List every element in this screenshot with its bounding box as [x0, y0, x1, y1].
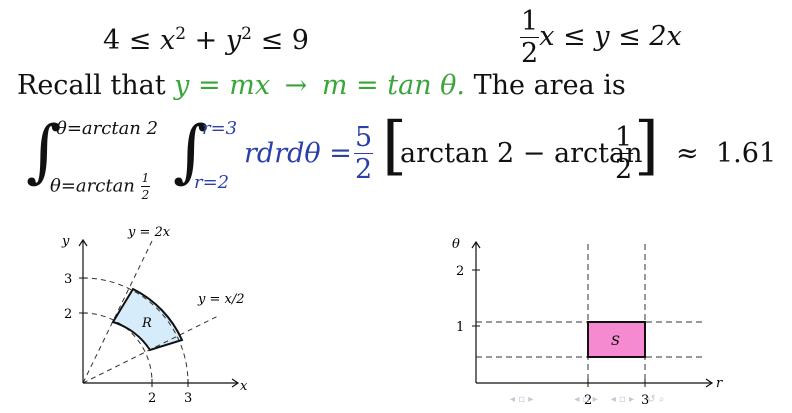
outer-integral-sign: ∫	[26, 112, 62, 191]
arrow-icon: →	[284, 70, 308, 101]
nav-search-icon[interactable]: ⌕	[658, 394, 665, 405]
xy-region-figure: y x 2 3 2 3 y = 2x y = x/2 R	[61, 225, 248, 403]
le-symbol: ≤	[260, 25, 284, 56]
r-theta-region-figure: S θ r 1 2 2 3	[452, 237, 723, 408]
r-axis-arrow-icon	[705, 378, 714, 388]
outer-upper-limit: θ=arctan 2	[56, 118, 159, 139]
right-bracket: ]	[634, 109, 659, 183]
y-tick-label-3: 3	[64, 272, 72, 287]
x-axis-label: x	[240, 379, 248, 394]
region-s-label: S	[611, 334, 620, 349]
nav-frame-icon[interactable]: ▫	[518, 394, 525, 405]
var-y: y	[594, 21, 610, 52]
angle-constraint: 1 2 x ≤ y ≤ 2x	[520, 8, 682, 67]
recall-prefix: Recall that	[17, 70, 166, 101]
nav-next-icon[interactable]: ▸	[528, 394, 534, 405]
var-x: x	[539, 21, 555, 52]
integrand: rdrdθ =	[244, 138, 352, 169]
le-symbol: ≤	[563, 21, 586, 52]
r-tick-label-2: 2	[584, 393, 592, 408]
slide-navigation[interactable]: ◂ ▫ ▸ ◂ ▫ ▸ ◂ ▫ ▸ ↺ ⌕	[510, 394, 664, 405]
inner-upper-limit: r=3	[202, 118, 238, 139]
inner-integral-sign: ∫	[173, 112, 209, 191]
circle-r3-arc	[82, 277, 189, 384]
nav-subsection-prev-icon[interactable]: ◂	[610, 394, 616, 405]
region-r-fill	[113, 289, 182, 350]
lower-bound: 4	[103, 25, 121, 56]
region-s	[587, 321, 646, 358]
inner-lower-limit: r=2	[194, 172, 230, 193]
coefficient-fraction: 5 2	[354, 122, 374, 185]
theta-tick-label-2: 2	[456, 264, 464, 279]
approx-symbol: ≈	[676, 138, 699, 169]
bracket-expression: arctan 2 − arctan	[400, 138, 643, 169]
nav-section-next-icon[interactable]: ▸	[592, 394, 598, 405]
outer-lower-limit: θ=arctan 1 2	[50, 171, 151, 202]
region-r-boundary	[111, 287, 184, 352]
area-integral: ∫ θ=arctan 2 θ=arctan 1 2 ∫ r=3 r=2 rdrd…	[26, 112, 786, 202]
recall-sentence: Recall that y = mx → m = tan θ. The area…	[17, 70, 626, 101]
half-fraction: 1 2	[614, 122, 634, 185]
le-symbol: ≤	[128, 25, 152, 56]
theta-axis-label: θ	[452, 237, 460, 252]
le-symbol: ≤	[618, 21, 641, 52]
line-shallow-label: y = x/2	[197, 292, 244, 307]
x-tick-label-2: 2	[148, 391, 156, 403]
theta-axis-arrow-icon	[471, 240, 481, 249]
nav-back-icon[interactable]: ↺	[647, 394, 656, 405]
region-r-label: R	[141, 316, 152, 331]
nav-subsection-next-icon[interactable]: ▸	[629, 394, 635, 405]
y-axis-label: y	[61, 234, 70, 249]
exponent: 2	[175, 24, 187, 44]
recall-suffix: The area is	[473, 70, 626, 101]
nav-prev-icon[interactable]: ◂	[510, 394, 516, 405]
slope-equation: m = tan θ.	[321, 70, 466, 101]
x-tick-label-3: 3	[184, 391, 192, 403]
r-tick-label-3: 3	[641, 393, 649, 408]
plus-symbol: +	[194, 25, 218, 56]
var-x: x	[160, 25, 176, 56]
line-steep-label: y = 2x	[127, 225, 171, 240]
nav-section-prev-icon[interactable]: ◂	[574, 394, 580, 405]
nav-section-icon[interactable]: ▫	[582, 394, 590, 405]
upper-bound: 9	[291, 25, 309, 56]
polar-radius-constraint: 4 ≤ x2 + y2 ≤ 9	[103, 24, 309, 56]
var-y: y	[225, 25, 242, 56]
area-result: 1.61	[716, 138, 777, 169]
x-axis-arrow-icon	[231, 378, 240, 388]
upper-expression: 2x	[649, 21, 682, 52]
line-equation: y = mx	[174, 70, 271, 101]
y-axis-arrow-icon	[78, 238, 88, 247]
r-axis-label: r	[716, 376, 723, 391]
exponent: 2	[241, 24, 252, 44]
nav-subsection-icon[interactable]: ▫	[619, 394, 626, 405]
theta-tick-label-1: 1	[456, 320, 464, 335]
half-fraction: 1 2	[520, 6, 540, 69]
left-bracket: [	[382, 109, 407, 183]
circle-r2-arc	[82, 312, 153, 384]
y-tick-label-2: 2	[64, 307, 72, 322]
